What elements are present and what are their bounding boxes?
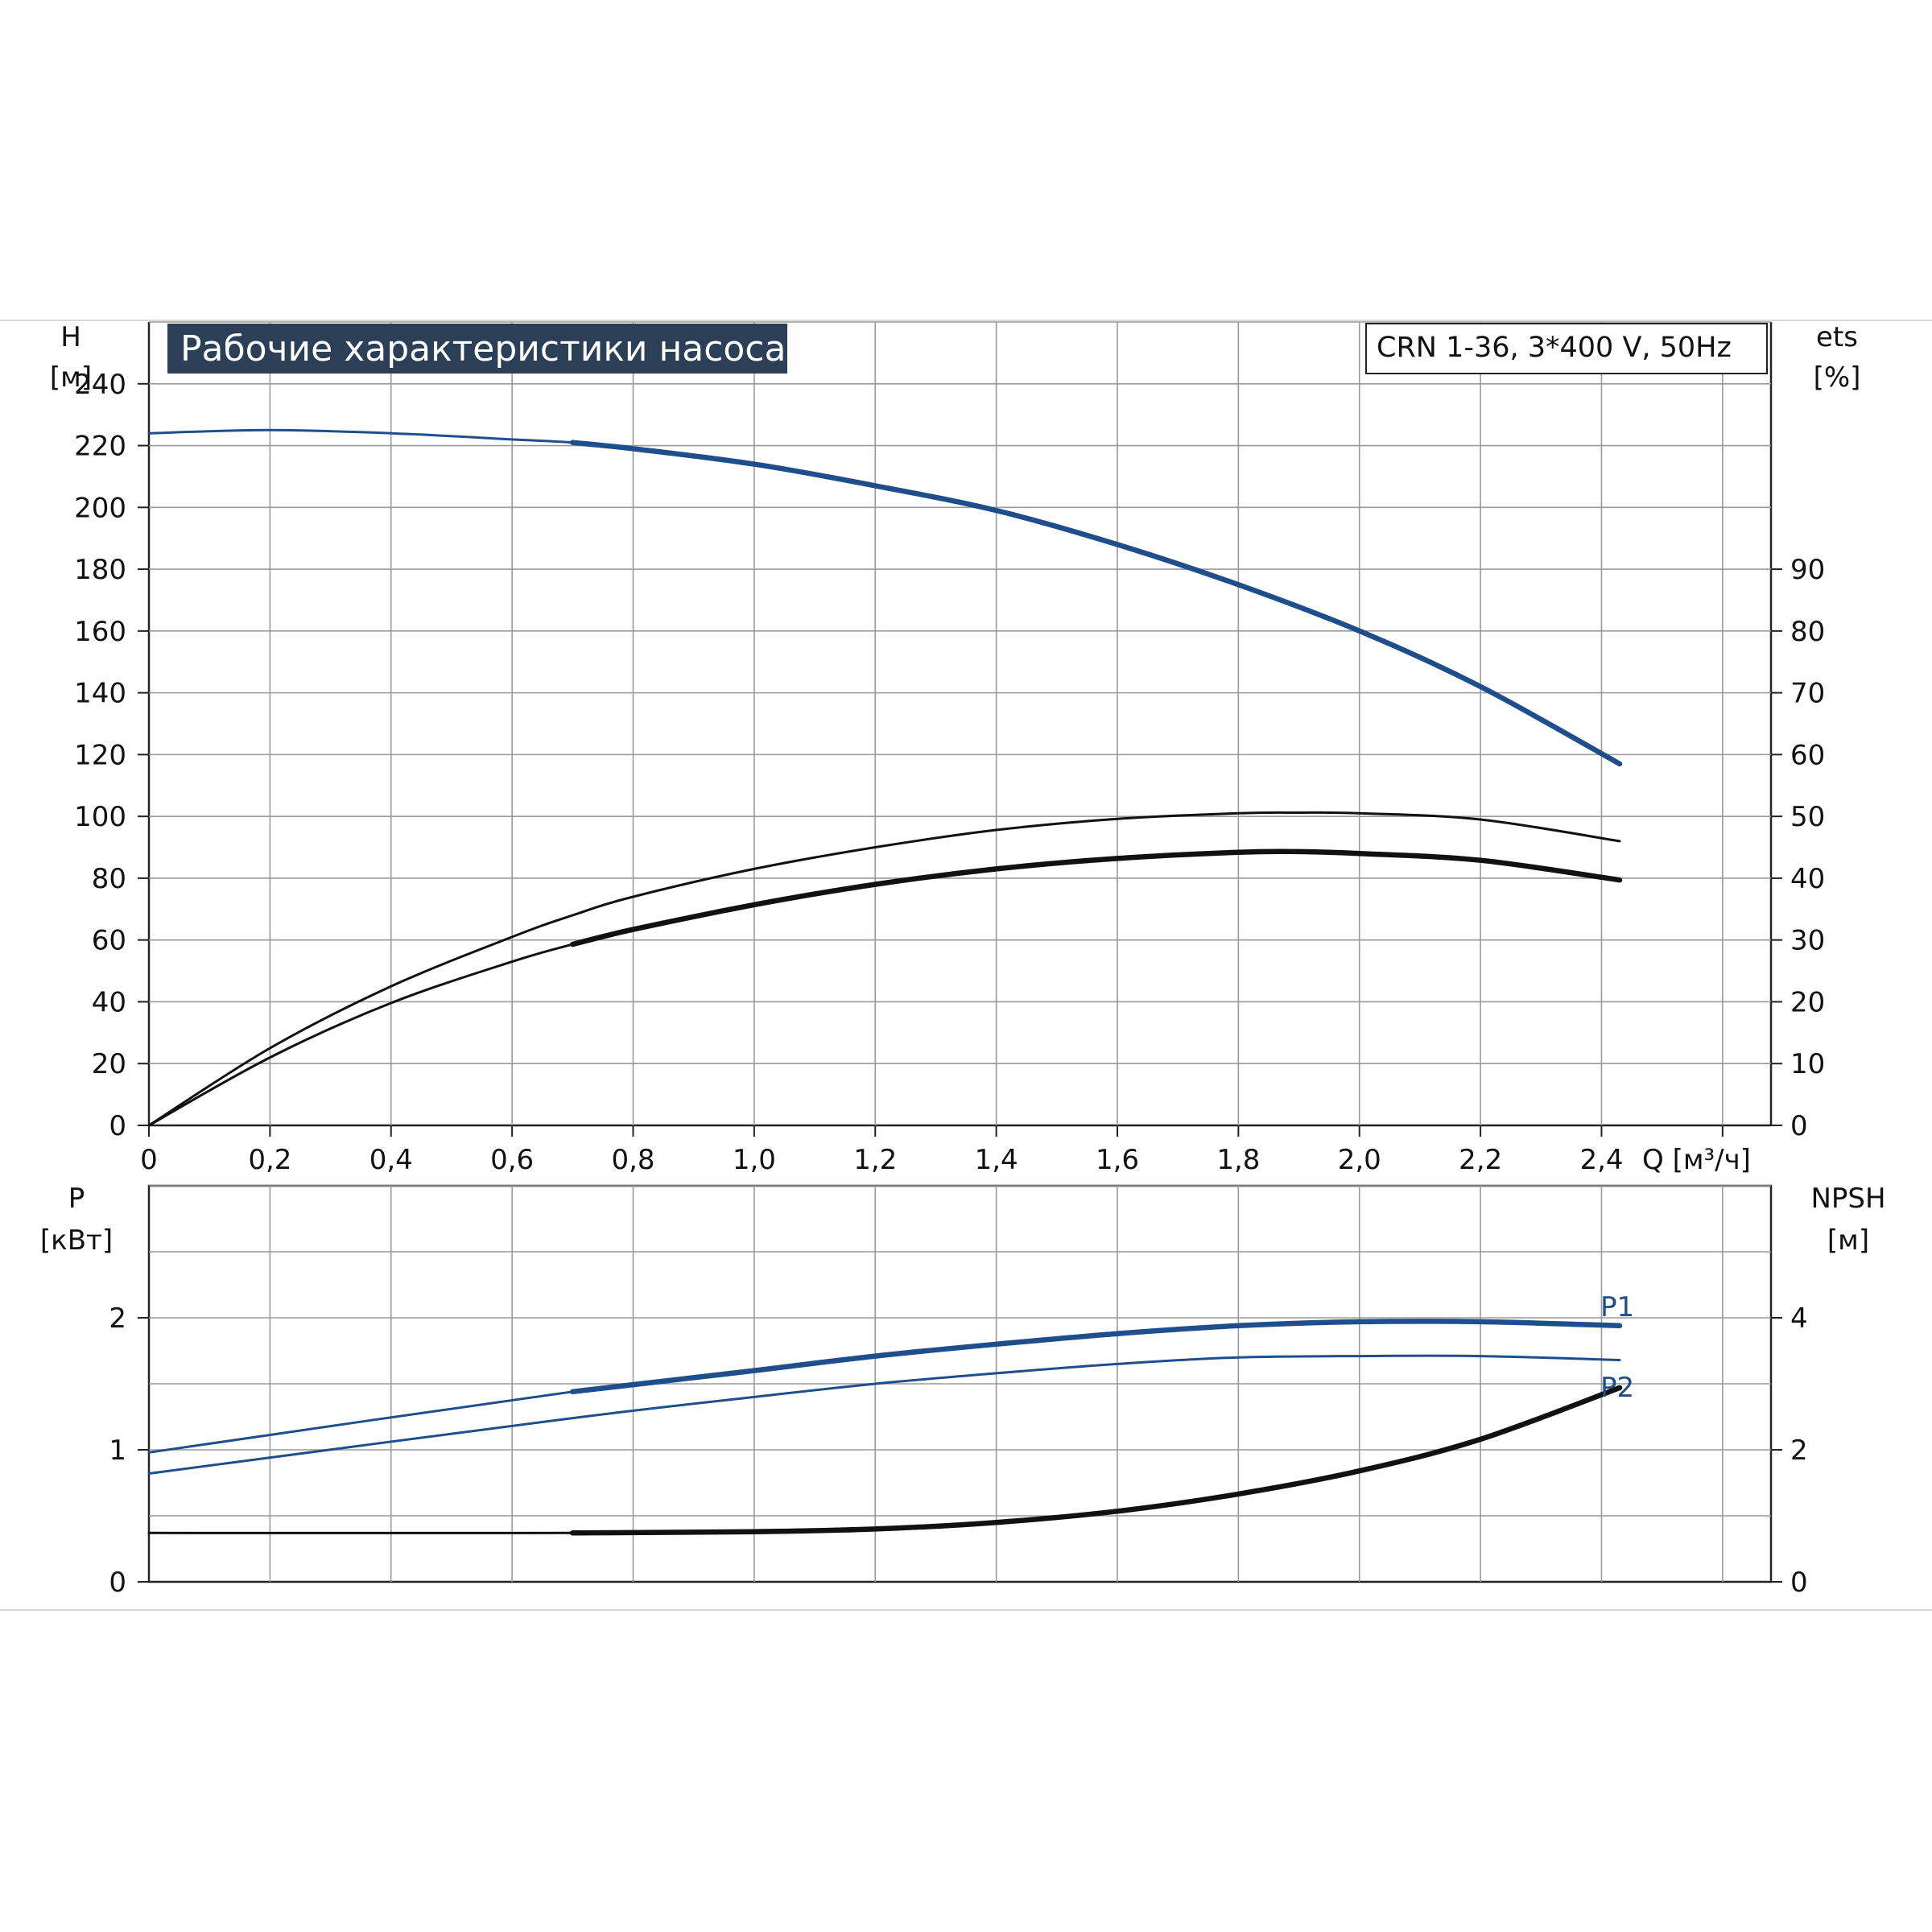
power-curve-p1 — [147, 1319, 1621, 1454]
npsh-axis-unit: [м] — [1827, 1224, 1869, 1257]
flow-tick-label: 1,4 — [975, 1144, 1018, 1176]
head-tick-label: 40 — [92, 986, 126, 1018]
flow-tick-label: 0 — [140, 1144, 158, 1176]
flow-tick-label: 0,2 — [248, 1144, 291, 1176]
power-curve-p2 — [147, 1354, 1621, 1475]
npsh-tick-label: 4 — [1790, 1302, 1808, 1335]
head-tick-label: 180 — [74, 554, 126, 586]
flow-tick-label: 1,8 — [1216, 1144, 1260, 1176]
power-tick-label: 0 — [109, 1567, 126, 1599]
efficiency-tick-label: 10 — [1790, 1048, 1825, 1080]
series-label-p2: P2 — [1600, 1372, 1634, 1404]
efficiency-axis-unit: [%] — [1814, 361, 1861, 394]
efficiency-tick-label: 50 — [1790, 801, 1825, 833]
flow-tick-label: 2,0 — [1338, 1144, 1381, 1176]
efficiency-tick-label: 60 — [1790, 739, 1825, 771]
chart-title: Рабочие характеристики насоса — [180, 328, 786, 369]
power-tick-label: 2 — [109, 1302, 126, 1335]
series-label-p1: P1 — [1600, 1291, 1634, 1323]
npsh-curve-operating-range — [570, 1385, 1623, 1536]
head-curve — [147, 428, 1621, 766]
head-axis-label: H — [60, 321, 81, 353]
efficiency-tick-label: 30 — [1790, 925, 1825, 957]
power-tick-label: 1 — [109, 1435, 126, 1467]
head-tick-label: 220 — [74, 431, 126, 463]
chart-frame — [0, 320, 1932, 1611]
efficiency-curve-pump — [147, 811, 1621, 1127]
npsh-tick-label: 2 — [1790, 1435, 1808, 1467]
efficiency-tick-label: 70 — [1790, 678, 1825, 710]
efficiency-tick-label: 20 — [1790, 986, 1825, 1018]
head-tick-label: 0 — [109, 1110, 126, 1142]
flow-tick-label: 0,6 — [490, 1144, 534, 1176]
head-tick-label: 200 — [74, 492, 126, 524]
head-tick-label: 80 — [92, 863, 126, 895]
npsh-tick-label: 0 — [1790, 1567, 1808, 1599]
flow-tick-label: 1,2 — [853, 1144, 897, 1176]
efficiency-tick-label: 0 — [1790, 1110, 1808, 1142]
grid-lines — [149, 321, 1771, 1582]
flow-tick-label: 0,4 — [369, 1144, 413, 1176]
head-axis-unit: [м] — [50, 361, 92, 394]
axis-ticks — [138, 382, 1782, 1583]
efficiency-curve-total-operating-range — [570, 848, 1623, 947]
flow-tick-label: 2,2 — [1459, 1144, 1502, 1176]
power-axis-label: P — [68, 1183, 85, 1215]
model-label: CRN 1-36, 3*400 V, 50Hz — [1377, 332, 1732, 364]
efficiency-tick-label: 90 — [1790, 554, 1825, 586]
npsh-axis-label: NPSH — [1810, 1183, 1885, 1215]
model-label-box — [1365, 323, 1768, 374]
head-tick-label: 240 — [74, 369, 126, 401]
efficiency-curve-total — [147, 850, 1621, 1127]
head-curve-operating-range — [570, 440, 1623, 767]
head-tick-label: 160 — [74, 616, 126, 648]
flow-tick-label: 0,8 — [611, 1144, 654, 1176]
series-lines — [147, 428, 1623, 1536]
flow-tick-label: 1,0 — [733, 1144, 776, 1176]
efficiency-axis-label: ets — [1816, 321, 1858, 353]
power-curve-p1-operating-range — [570, 1319, 1623, 1395]
efficiency-tick-label: 80 — [1790, 616, 1825, 648]
axis-labels: 0204060801001201401601802002202400102030… — [74, 369, 1825, 1599]
head-tick-label: 100 — [74, 801, 126, 833]
power-axis-unit: [кВт] — [40, 1224, 113, 1257]
chart-title-background — [167, 324, 787, 374]
head-tick-label: 60 — [92, 925, 126, 957]
flow-tick-label: 2,4 — [1579, 1144, 1623, 1176]
flow-axis-label: Q [м³/ч] — [1642, 1144, 1751, 1176]
head-tick-label: 120 — [74, 739, 126, 771]
flow-tick-label: 1,6 — [1096, 1144, 1139, 1176]
efficiency-tick-label: 40 — [1790, 863, 1825, 895]
head-tick-label: 140 — [74, 678, 126, 710]
head-tick-label: 20 — [92, 1048, 126, 1080]
